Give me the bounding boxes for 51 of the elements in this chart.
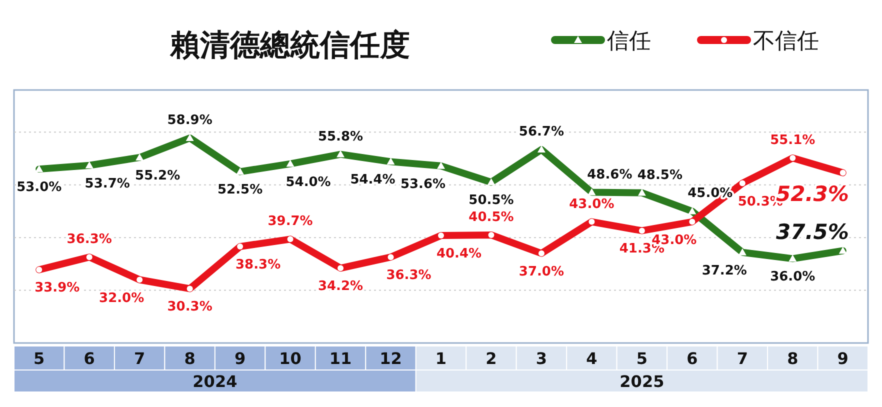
data-label: 36.0% — [770, 270, 816, 285]
data-label: 37.0% — [518, 264, 564, 280]
x-tick-label: 6 — [686, 349, 698, 368]
x-tick-label: 1 — [435, 349, 447, 368]
data-label: 54.4% — [350, 172, 396, 188]
data-label: 54.0% — [286, 174, 331, 190]
data-label: 32.0% — [99, 290, 144, 306]
data-label: 55.1% — [770, 132, 816, 148]
legend-label: 不信任 — [753, 29, 819, 54]
data-label: 33.9% — [34, 280, 80, 296]
data-label: 52.5% — [218, 182, 263, 198]
x-tick-label: 2 — [486, 349, 497, 368]
x-tick-label: 12 — [380, 349, 402, 368]
data-label: 53.0% — [16, 180, 62, 196]
x-tick-label: 10 — [279, 349, 302, 368]
data-label: 48.6% — [587, 167, 632, 182]
x-tick-label: 11 — [329, 349, 352, 368]
data-label: 37.5% — [776, 220, 849, 244]
data-label: 58.9% — [167, 112, 212, 128]
x-tick-label: 5 — [34, 349, 45, 368]
x-tick-label: 8 — [184, 349, 196, 368]
data-label: 53.6% — [400, 176, 446, 192]
data-label: 38.3% — [236, 258, 281, 273]
data-label: 30.3% — [167, 300, 212, 315]
data-label: 39.7% — [268, 214, 313, 230]
data-label: 36.3% — [386, 268, 432, 284]
x-tick-label: 7 — [134, 349, 146, 368]
data-label: 36.3% — [66, 232, 112, 248]
x-tick-label: 3 — [536, 349, 548, 368]
x-tick-label: 5 — [636, 349, 648, 368]
data-label: 40.4% — [436, 246, 482, 262]
x-tick-label: 4 — [586, 349, 598, 368]
x-tick-label: 6 — [84, 349, 95, 368]
data-label: 56.7% — [518, 124, 564, 140]
data-label: 48.5% — [637, 168, 682, 183]
data-label: 43.0% — [569, 196, 614, 212]
data-label: 50.5% — [468, 193, 514, 208]
x-tick-label: 9 — [837, 349, 848, 368]
data-label: 53.7% — [84, 176, 130, 192]
x-tick-label: 8 — [787, 349, 798, 368]
x-tick-label: 9 — [234, 349, 246, 368]
text: 2025 — [620, 372, 664, 391]
data-label: 34.2% — [318, 279, 364, 294]
data-label: 55.8% — [318, 129, 364, 144]
data-label: 37.2% — [702, 263, 747, 278]
x-tick-label: 7 — [736, 349, 748, 368]
chart-title: 賴清德總統信任度 — [169, 28, 410, 63]
text: 2024 — [192, 372, 238, 391]
data-label: 55.2% — [135, 168, 180, 184]
data-label: 40.5% — [468, 210, 514, 225]
legend-label: 信任 — [607, 29, 651, 54]
